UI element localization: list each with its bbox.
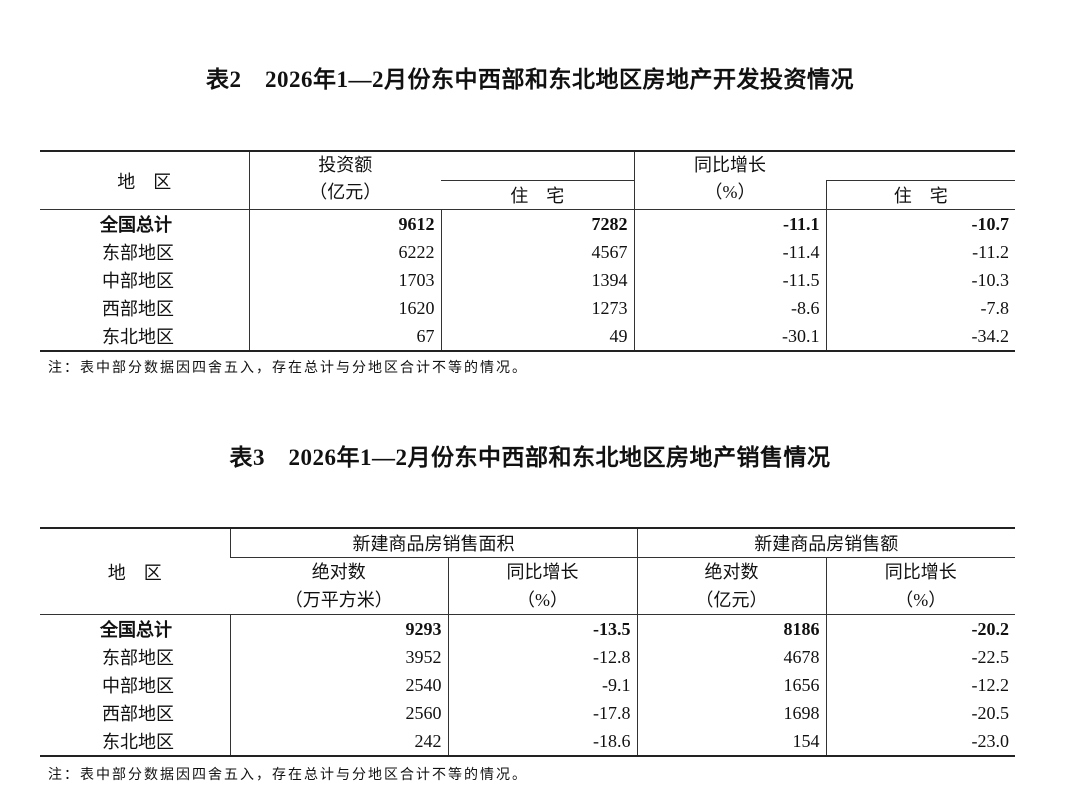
region-cell: 东部地区 (102, 648, 174, 668)
value-cell: -23.0 (825, 727, 1015, 756)
region-cell: 中部地区 (102, 676, 174, 696)
header-sales-amount: 新建商品房销售额 (636, 528, 1015, 558)
value-cell: 9612 (248, 209, 441, 238)
header-investment-unit: （亿元） (309, 182, 382, 202)
region-cell: 中部地区 (102, 271, 174, 291)
header-investment: 投资额 （亿元） (248, 151, 441, 210)
value-cell: -8.6 (633, 294, 826, 322)
value-cell: 1703 (248, 266, 441, 294)
header-growth: 同比增长 （%） (633, 151, 826, 210)
header-sales-absolute: 绝对数 （亿元） (636, 557, 826, 615)
table-row: 中部地区 2540 -9.1 1656 -12.2 (40, 671, 1015, 699)
sales-table: 地 区 新建商品房销售面积 新建商品房销售额 绝对数 （万平方米） 同比增长 （… (40, 527, 1015, 757)
table3-note: 注：表中部分数据因四舍五入，存在总计与分地区合计不等的情况。 (48, 768, 528, 783)
header-area-growth-label: 同比增长 (506, 562, 579, 582)
value-cell: 3952 (229, 643, 448, 671)
header-growth-unit: （%） (704, 182, 756, 202)
value-cell: 8186 (636, 614, 826, 643)
header-sales-growth-unit: （%） (895, 590, 947, 610)
header-growth-label: 同比增长 (694, 155, 766, 175)
table-row: 东部地区 3952 -12.8 4678 -22.5 (40, 643, 1015, 671)
value-cell: -9.1 (447, 671, 637, 699)
value-cell: -11.4 (633, 238, 826, 266)
value-cell: 4678 (636, 643, 826, 671)
value-cell: 9293 (229, 614, 448, 643)
value-cell: -22.5 (825, 643, 1015, 671)
value-cell: -34.2 (825, 322, 1015, 351)
table3-title: 表3 2026年1—2月份东中西部和东北地区房地产销售情况 (229, 445, 831, 470)
header-area-growth: 同比增长 （%） (447, 557, 637, 615)
table-row: 东部地区 6222 4567 -11.4 -11.2 (40, 238, 1015, 266)
value-cell: -11.2 (825, 238, 1015, 266)
value-cell: 1620 (248, 294, 441, 322)
region-cell: 东北地区 (102, 327, 174, 347)
value-cell: 2560 (229, 699, 448, 727)
table-row: 东北地区 67 49 -30.1 -34.2 (40, 322, 1015, 351)
value-cell: -7.8 (825, 294, 1015, 322)
value-cell: 49 (440, 322, 634, 351)
value-cell: 2540 (229, 671, 448, 699)
table-row: 西部地区 2560 -17.8 1698 -20.5 (40, 699, 1015, 727)
header-investment-label: 投资额 (318, 155, 373, 175)
value-cell: 1698 (636, 699, 826, 727)
value-cell: -12.2 (825, 671, 1015, 699)
value-cell: 4567 (440, 238, 634, 266)
region-cell: 东北地区 (102, 732, 174, 752)
header-sales-area: 新建商品房销售面积 (229, 528, 637, 558)
header-area-absolute-label: 绝对数 (311, 562, 366, 582)
header-region: 地 区 (117, 171, 172, 192)
value-cell: 7282 (440, 209, 634, 238)
header-area-unit: （万平方米） (284, 590, 393, 610)
table2-title: 表2 2026年1—2月份东中西部和东北地区房地产开发投资情况 (206, 67, 854, 92)
value-cell: -13.5 (447, 614, 637, 643)
value-cell: -12.8 (447, 643, 637, 671)
value-cell: -11.1 (633, 209, 826, 238)
region-cell: 全国总计 (40, 614, 230, 643)
region-cell: 全国总计 (40, 209, 249, 238)
region-cell: 西部地区 (102, 299, 174, 319)
header-residential: 住 宅 (510, 186, 565, 206)
header-growth-residential: 住 宅 (825, 180, 1015, 210)
value-cell: -20.5 (825, 699, 1015, 727)
table-row: 中部地区 1703 1394 -11.5 -10.3 (40, 266, 1015, 294)
header-area-absolute: 绝对数 （万平方米） (230, 558, 448, 615)
value-cell: -20.2 (825, 614, 1015, 643)
header-region: 地 区 (107, 562, 162, 583)
value-cell: 67 (248, 322, 441, 351)
table-row: 东北地区 242 -18.6 154 -23.0 (40, 727, 1015, 756)
value-cell: 1656 (636, 671, 826, 699)
header-area-growth-unit: （%） (517, 590, 568, 610)
value-cell: -10.7 (825, 209, 1015, 238)
header-sales-unit: （亿元） (695, 590, 768, 610)
value-cell: 6222 (248, 238, 441, 266)
value-cell: -30.1 (633, 322, 826, 351)
value-cell: -17.8 (447, 699, 637, 727)
table-row: 全国总计 9293 -13.5 8186 -20.2 (40, 614, 1015, 643)
value-cell: 1394 (440, 266, 634, 294)
value-cell: -11.5 (633, 266, 826, 294)
table-row: 西部地区 1620 1273 -8.6 -7.8 (40, 294, 1015, 322)
value-cell: 154 (636, 727, 826, 756)
table2-note: 注：表中部分数据因四舍五入，存在总计与分地区合计不等的情况。 (48, 361, 528, 376)
investment-table: 地 区 投资额 （亿元） 同比增长 （%） 住 宅 住 宅 全国总计 9612 72… (40, 150, 1015, 352)
region-cell: 东部地区 (102, 243, 174, 263)
header-sales-growth-label: 同比增长 (884, 562, 957, 582)
value-cell: 242 (229, 727, 448, 756)
header-sales-growth: 同比增长 （%） (825, 557, 1015, 615)
region-cell: 西部地区 (102, 704, 174, 724)
value-cell: 1273 (440, 294, 634, 322)
table-row: 全国总计 9612 7282 -11.1 -10.7 (40, 209, 1015, 238)
value-cell: -10.3 (825, 266, 1015, 294)
value-cell: -18.6 (447, 727, 637, 756)
header-sales-absolute-label: 绝对数 (704, 562, 759, 582)
